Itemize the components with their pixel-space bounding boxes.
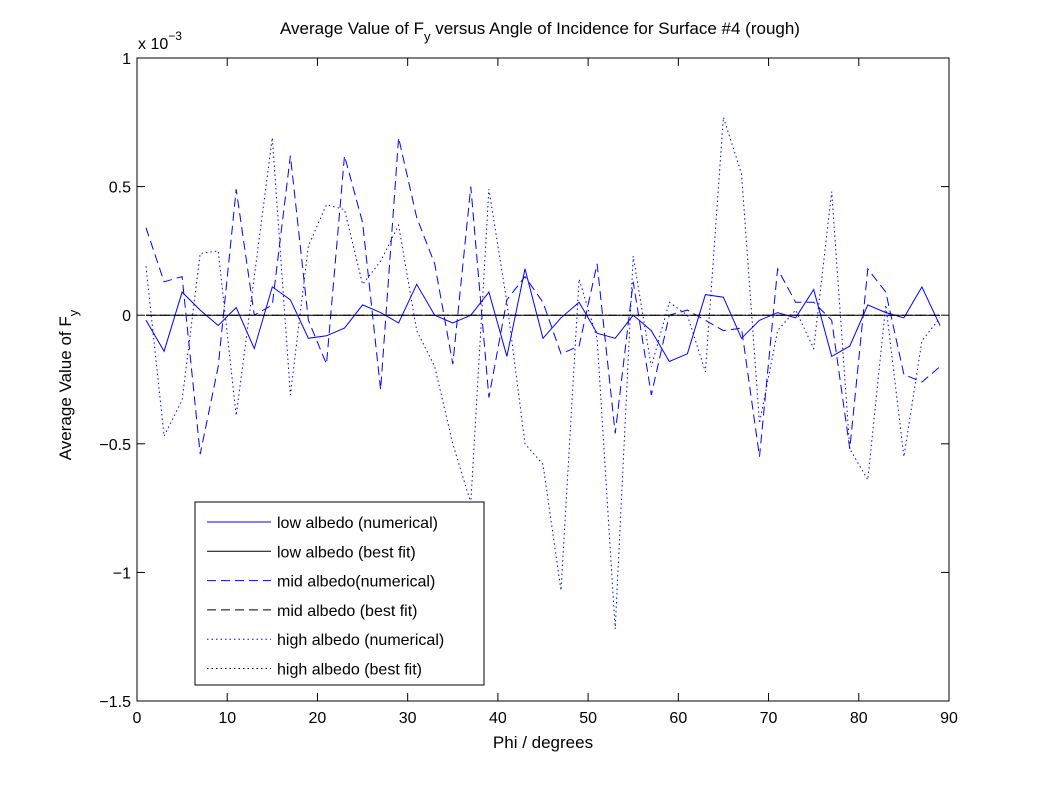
title-subscript: y [424, 29, 431, 44]
legend-label-2: low albedo (best fit) [277, 544, 416, 561]
y-tick-label: 0.5 [109, 180, 131, 197]
y-multiplier-base: x 10 [138, 36, 168, 53]
y-multiplier-exponent: −3 [168, 29, 182, 43]
legend-label-4: mid albedo (best fit) [277, 603, 418, 620]
x-tick-label: 0 [133, 710, 142, 727]
plot-area-frame [136, 57, 950, 702]
x-tick-label: 10 [218, 710, 236, 727]
series-line-3 [145, 137, 941, 457]
x-tick-label: 70 [760, 710, 778, 727]
x-tick-label: 60 [669, 710, 687, 727]
x-tick-label: 30 [399, 710, 417, 727]
ylabel-main: Average Value of F [56, 316, 75, 460]
legend-label-5: high albedo (numerical) [277, 632, 444, 649]
legend-box [194, 501, 485, 686]
legend: low albedo (numerical) low albedo (best f… [194, 501, 485, 686]
x-tick-label: 80 [850, 710, 868, 727]
y-tick-label: −0.5 [99, 437, 131, 454]
series-line-1 [145, 268, 941, 363]
y-tick-label: 0 [122, 308, 131, 325]
y-axis-label: Average Value of Fy [56, 309, 81, 460]
ticks-layer: 0 10 20 30 40 50 60 70 80 90 −1.5 −1 −0.5 0 0.5 1 [99, 51, 958, 727]
title-main: Average Value of F [280, 19, 424, 38]
legend-label-6: high albedo (best fit) [277, 662, 422, 679]
series-line-5 [145, 117, 941, 630]
legend-label-3: mid albedo(numerical) [277, 574, 435, 591]
axes-layer [136, 57, 950, 702]
legend-label-1: low albedo (numerical) [277, 515, 438, 532]
y-tick-label: 1 [122, 51, 131, 68]
x-tick-label: 90 [940, 710, 958, 727]
y-multiplier: x 10−3 [138, 29, 182, 53]
title-rest: versus Angle of Incidence for Surface #4… [430, 19, 799, 38]
x-tick-label: 20 [309, 710, 327, 727]
y-tick-label: −1.5 [99, 694, 131, 711]
x-axis-label: Phi / degrees [493, 733, 593, 752]
x-tick-label: 40 [489, 710, 507, 727]
ylabel-subscript: y [66, 309, 81, 316]
x-tick-label: 50 [579, 710, 597, 727]
series-layer [145, 117, 941, 630]
y-tick-label: −1 [113, 565, 131, 582]
chart-title: Average Value of Fy versus Angle of Inci… [280, 19, 800, 44]
